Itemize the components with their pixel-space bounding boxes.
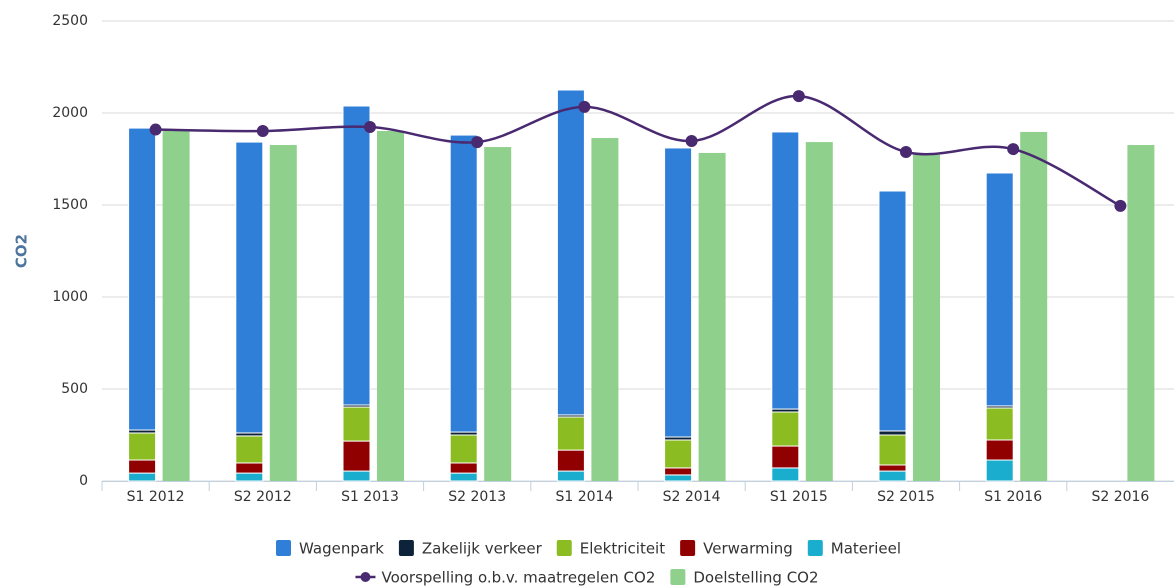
legend-symbol: [807, 540, 823, 556]
x-tick-label: S1 2014: [555, 489, 613, 505]
legend-item: Doelstelling CO2: [670, 569, 819, 587]
bar-segment: [128, 432, 157, 461]
x-tick-label: S1 2013: [341, 489, 399, 505]
bar-segment: [556, 89, 585, 416]
bar: [1020, 131, 1048, 481]
legend-symbol: [670, 569, 686, 585]
bar-segment: [985, 439, 1014, 461]
x-tick-label: S2 2012: [234, 489, 292, 505]
bar-segment: [664, 467, 693, 476]
legend-label: Zakelijk verkeer: [422, 540, 543, 558]
line-point: [256, 125, 269, 138]
legend-label: Doelstelling CO2: [693, 569, 818, 587]
bar-segment: [985, 407, 1014, 441]
line: [155, 94, 1121, 208]
bar-segment: [342, 470, 371, 482]
line-point: [471, 136, 484, 149]
legend-item: Wagenpark: [276, 540, 384, 558]
bar-segment: [449, 472, 478, 482]
bar-segment: [664, 147, 693, 438]
legend-item: Elektriciteit: [556, 540, 665, 558]
legend-symbol: [680, 540, 696, 556]
x-tick-label: S2 2016: [1091, 489, 1149, 505]
y-tick-label: 1000: [52, 289, 88, 305]
bar-segment: [556, 470, 585, 482]
x-tick-label: S2 2015: [877, 489, 935, 505]
bar-segment: [235, 472, 264, 482]
legend-label: Materieel: [831, 540, 901, 558]
bar-segment: [878, 470, 907, 482]
line-point: [578, 100, 591, 113]
y-tick-label: 1500: [52, 197, 88, 213]
bar-segment: [128, 472, 157, 482]
bar-segment: [128, 127, 157, 431]
legend-label: Verwarming: [703, 540, 793, 558]
bar-segment: [449, 134, 478, 433]
bar-segment: [771, 411, 800, 447]
bar: [484, 147, 512, 482]
x-tick-label: S1 2016: [984, 489, 1042, 505]
bar-segment: [985, 459, 1014, 482]
bar: [698, 152, 726, 482]
line-point: [149, 123, 162, 136]
bar-segment: [878, 430, 907, 436]
bar: [805, 142, 833, 481]
bar-segment: [664, 439, 693, 469]
x-tick-label: S2 2013: [448, 489, 506, 505]
line-point: [792, 90, 805, 103]
bar-segment: [235, 141, 264, 434]
bar: [913, 154, 940, 481]
bar-segment: [556, 449, 585, 472]
line-point: [364, 120, 376, 133]
bar-segment: [342, 440, 371, 472]
legend-symbol: [556, 540, 572, 556]
legend-label: Wagenpark: [299, 540, 384, 558]
bar-segment: [985, 172, 1014, 407]
y-tick-label: 500: [61, 381, 88, 397]
x-tick-label: S2 2014: [663, 489, 721, 505]
legend-label: Voorspelling o.b.v. maatregelen CO2: [381, 569, 655, 587]
bar-segment: [878, 464, 907, 472]
y-axis-label: CO2: [13, 234, 31, 268]
bar-segment: [664, 474, 693, 482]
legend-item: Materieel: [807, 540, 901, 558]
bar-segment: [235, 435, 264, 464]
y-tick-label: 0: [79, 473, 88, 489]
bar-segment: [878, 434, 907, 466]
bar-segment: [128, 459, 157, 474]
x-tick-label: S1 2012: [127, 489, 185, 505]
y-tick-label: 2500: [52, 13, 88, 29]
line-point: [900, 146, 912, 159]
legend-symbol: [360, 572, 371, 582]
bar: [377, 131, 404, 482]
legend-item: Zakelijk verkeer: [398, 540, 543, 558]
x-tick-label: S1 2015: [770, 489, 828, 505]
y-tick-label: 2000: [52, 105, 88, 121]
bar-segment: [449, 462, 478, 474]
bar: [162, 131, 190, 482]
bar-segment: [556, 416, 585, 451]
bar: [1127, 145, 1155, 482]
line-point: [1007, 143, 1020, 156]
bar-segment: [771, 445, 800, 469]
legend-item: Verwarming: [680, 540, 793, 558]
bar-segment: [878, 190, 907, 432]
bar-segment: [771, 467, 800, 482]
bar-segment: [342, 105, 371, 406]
bar-segment: [449, 434, 478, 464]
line-point: [1114, 199, 1127, 212]
legend-label: Elektriciteit: [580, 540, 665, 558]
bar-segment: [342, 406, 371, 442]
legend-symbol: [398, 540, 414, 556]
legend-symbol: [276, 540, 292, 556]
line-point: [685, 134, 698, 147]
legend-item: Voorspelling o.b.v. maatregelen CO2: [355, 569, 655, 587]
bar: [591, 138, 619, 482]
bar: [269, 145, 297, 482]
bar-segment: [771, 131, 800, 410]
bar-segment: [235, 462, 264, 474]
